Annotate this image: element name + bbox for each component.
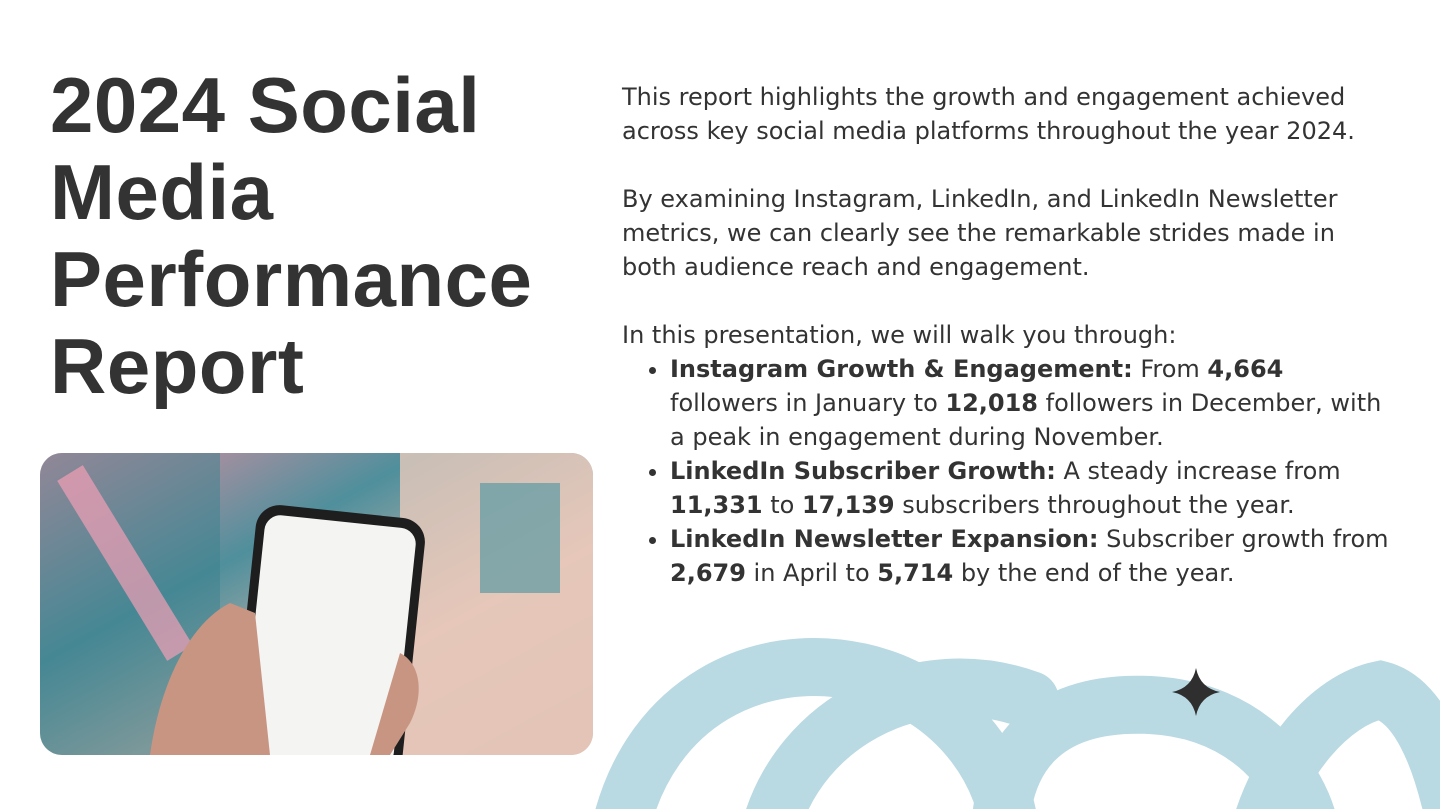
paragraph: By examining Instagram, LinkedIn, and Li… (622, 185, 1338, 281)
bullet-text: Subscriber growth from (1098, 525, 1389, 553)
bullet-text: From (1132, 355, 1208, 383)
bullet-text: LinkedIn Subscriber Growth: (670, 457, 1056, 485)
bullet-text: subscribers throughout the year. (894, 491, 1295, 519)
bullet-text: 17,139 (801, 491, 895, 519)
bullet-item: Instagram Growth & Engagement: From 4,66… (670, 352, 1392, 454)
bullet-text: Instagram Growth & Engagement: (670, 355, 1133, 383)
bullet-text: 2,679 (670, 559, 746, 587)
title: 2024 Social Media Performance Report (50, 61, 533, 410)
bullet-item: LinkedIn Subscriber Growth: A steady inc… (670, 454, 1392, 522)
swirl-loop (1236, 660, 1440, 809)
bullet-text: by the end of the year. (953, 559, 1235, 587)
paragraph: This report highlights the growth and en… (622, 83, 1355, 145)
hand (150, 603, 270, 755)
bullet-list: Instagram Growth & Engagement: From 4,66… (622, 352, 1392, 590)
swirl-loop (746, 658, 1059, 809)
photo-blur (480, 483, 560, 593)
hand (370, 653, 419, 755)
bullet-text: 4,664 (1207, 355, 1284, 383)
bullet-text: followers in January to (670, 389, 946, 417)
bullet-text: 5,714 (877, 559, 954, 587)
photo-blur (57, 465, 193, 661)
bullet-text: followers in December, with a peak in en… (670, 389, 1382, 451)
phone-screen (242, 515, 416, 755)
bullet-text: in April to (745, 559, 878, 587)
bullet-text: LinkedIn Newsletter Expansion: (670, 525, 1099, 553)
bullet-text: to (762, 491, 802, 519)
paragraph: In this presentation, we will walk you t… (622, 321, 1177, 349)
bullet-item: LinkedIn Newsletter Expansion: Subscribe… (670, 522, 1392, 590)
photo (40, 453, 593, 755)
body-text: This report highlights the growth and en… (622, 80, 1392, 590)
bullet-text: 11,331 (670, 491, 763, 519)
swirl (595, 638, 1440, 809)
bullet-text: A steady increase from (1055, 457, 1341, 485)
star (1172, 668, 1220, 716)
bullet-text: 12,018 (945, 389, 1039, 417)
